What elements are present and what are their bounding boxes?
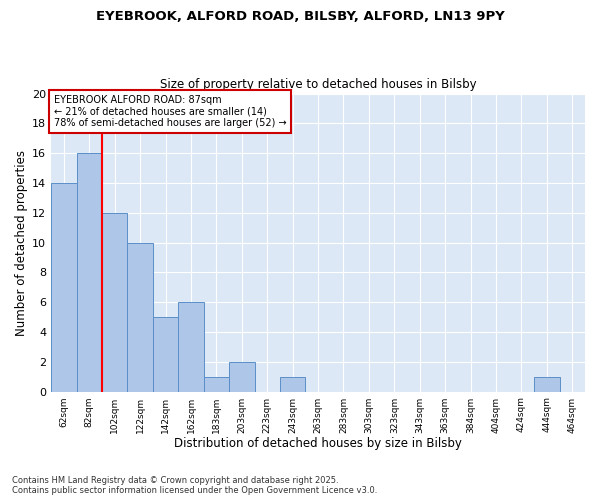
Bar (178, 302, 203, 392)
Bar (280, 376, 305, 392)
Bar (534, 376, 560, 392)
Bar (102, 213, 127, 392)
Text: EYEBROOK ALFORD ROAD: 87sqm
← 21% of detached houses are smaller (14)
78% of sem: EYEBROOK ALFORD ROAD: 87sqm ← 21% of det… (54, 95, 286, 128)
Bar (153, 317, 178, 392)
Bar (127, 242, 153, 392)
Text: EYEBROOK, ALFORD ROAD, BILSBY, ALFORD, LN13 9PY: EYEBROOK, ALFORD ROAD, BILSBY, ALFORD, L… (95, 10, 505, 23)
Bar (203, 376, 229, 392)
Bar (77, 153, 102, 392)
Text: Contains HM Land Registry data © Crown copyright and database right 2025.
Contai: Contains HM Land Registry data © Crown c… (12, 476, 377, 495)
Bar (229, 362, 254, 392)
Title: Size of property relative to detached houses in Bilsby: Size of property relative to detached ho… (160, 78, 476, 91)
Bar (51, 183, 77, 392)
Y-axis label: Number of detached properties: Number of detached properties (15, 150, 28, 336)
X-axis label: Distribution of detached houses by size in Bilsby: Distribution of detached houses by size … (174, 437, 462, 450)
